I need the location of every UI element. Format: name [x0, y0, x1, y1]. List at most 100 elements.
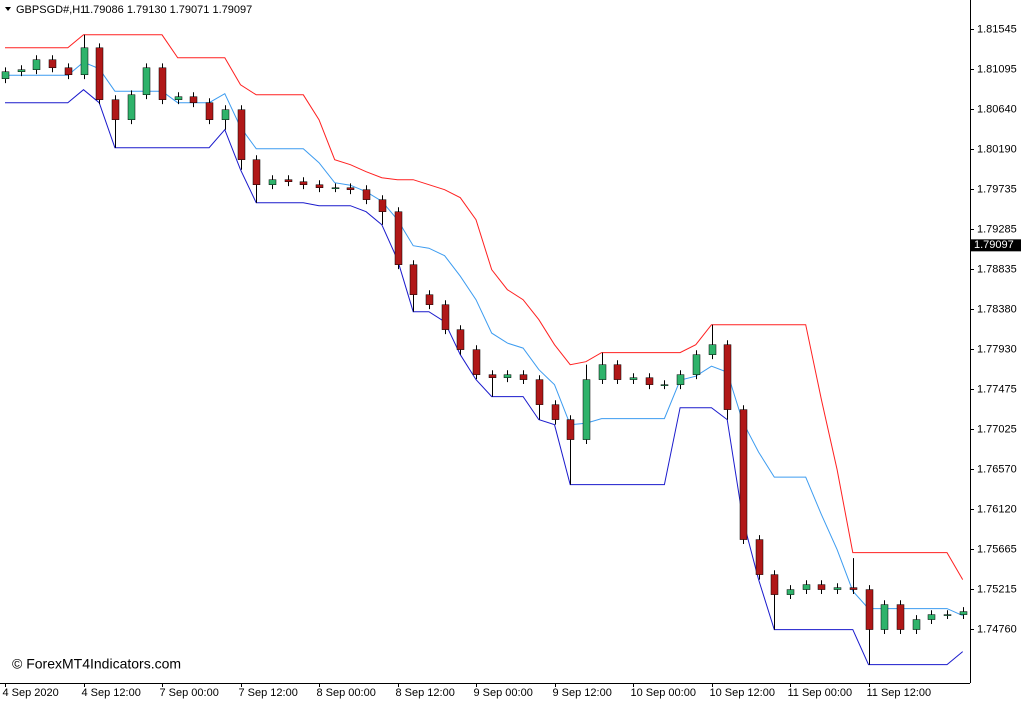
- candle-body: [943, 614, 952, 616]
- channel-line: [5, 89, 964, 666]
- candle-body: [786, 589, 795, 595]
- candle-body: [362, 189, 371, 200]
- x-tick-label: 9 Sep 12:00: [553, 687, 612, 699]
- candle-body: [409, 264, 418, 295]
- candle-body: [802, 584, 811, 590]
- x-tick-label: 11 Sep 00:00: [788, 687, 853, 699]
- candle-body: [32, 59, 41, 70]
- x-tick-label: 7 Sep 12:00: [239, 687, 298, 699]
- candle-body: [299, 181, 308, 185]
- candle-body: [252, 159, 261, 185]
- candle-body: [519, 374, 528, 380]
- candle-body: [394, 211, 403, 265]
- candle-body: [770, 574, 779, 595]
- symbol-menu-arrow[interactable]: [5, 7, 11, 11]
- candle-body: [535, 379, 544, 405]
- candle-body: [739, 409, 748, 540]
- candle-body: [660, 384, 669, 386]
- y-tick-label: 1.81095: [977, 63, 1017, 75]
- x-tick-label: 11 Sep 12:00: [867, 687, 932, 699]
- y-tick-label: 1.78835: [977, 263, 1017, 275]
- candle-body: [331, 187, 340, 189]
- candle-body: [865, 589, 874, 630]
- candle-body: [488, 374, 497, 378]
- channel-line: [5, 34, 964, 580]
- y-tick-label: 1.75665: [977, 543, 1017, 555]
- candle-body: [676, 374, 685, 385]
- x-tick-label: 10 Sep 12:00: [710, 687, 775, 699]
- candle-body: [755, 539, 764, 575]
- y-tick-label: 1.77475: [977, 383, 1017, 395]
- candle-body: [48, 59, 57, 69]
- candle-body: [927, 614, 936, 620]
- candle-body: [566, 419, 575, 440]
- y-tick-label: 1.76120: [977, 503, 1017, 515]
- x-tick-label: 4 Sep 2020: [3, 687, 59, 699]
- candle-body: [174, 96, 183, 100]
- candle-body: [692, 354, 701, 375]
- candle-body: [456, 329, 465, 350]
- candle-body: [708, 344, 717, 355]
- candle-body: [95, 47, 104, 100]
- candle-body: [833, 587, 842, 590]
- candle-body: [645, 377, 654, 385]
- y-tick-label: 1.77930: [977, 343, 1017, 355]
- candle-body: [613, 364, 622, 380]
- candle-body: [80, 47, 89, 76]
- watermark: © ForexMT4Indicators.com: [12, 656, 181, 672]
- y-tick-label: 1.80640: [977, 103, 1017, 115]
- x-tick-label: 8 Sep 12:00: [396, 687, 455, 699]
- quote: 1.79086 1.79130 1.79071 1.79097: [84, 4, 252, 16]
- x-tick-label: 8 Sep 00:00: [317, 687, 376, 699]
- candle-body: [205, 102, 214, 120]
- candle-body: [425, 294, 434, 305]
- x-tick-label: 4 Sep 12:00: [82, 687, 141, 699]
- candle-body: [158, 67, 167, 100]
- candle-body: [629, 377, 638, 380]
- candle-body: [896, 604, 905, 630]
- candle-body: [441, 304, 450, 330]
- candle-body: [64, 67, 73, 76]
- symbol-title: GBPSGD#,H1: [16, 4, 86, 16]
- current-price-label: 1.79097: [974, 239, 1014, 251]
- candle-body: [237, 109, 246, 160]
- candle-body: [221, 109, 230, 120]
- candle-body: [142, 67, 151, 96]
- x-tick-label: 10 Sep 00:00: [631, 687, 696, 699]
- y-tick-label: 1.80190: [977, 143, 1017, 155]
- x-tick-label: 7 Sep 00:00: [160, 687, 219, 699]
- candle-body: [912, 619, 921, 630]
- candle-body: [598, 364, 607, 380]
- candle-body: [315, 184, 324, 188]
- candle-body: [582, 379, 591, 440]
- y-tick-label: 1.74760: [977, 623, 1017, 635]
- candle-body: [472, 349, 481, 375]
- x-tick-label: 9 Sep 00:00: [474, 687, 533, 699]
- candle-body: [880, 604, 889, 630]
- y-tick-label: 1.77025: [977, 423, 1017, 435]
- y-tick-label: 1.79285: [977, 223, 1017, 235]
- candle-body: [817, 584, 826, 590]
- candle-body: [959, 611, 968, 615]
- candle-body: [723, 344, 732, 410]
- y-tick-label: 1.76570: [977, 463, 1017, 475]
- candle-body: [189, 96, 198, 103]
- candle-body: [284, 179, 293, 182]
- candle-body: [346, 187, 355, 190]
- candle-body: [551, 404, 560, 420]
- candle-body: [111, 99, 120, 120]
- y-tick-label: 1.81545: [977, 23, 1017, 35]
- candle-body: [268, 179, 277, 185]
- candle-body: [1, 71, 10, 79]
- y-tick-label: 1.78380: [977, 303, 1017, 315]
- candle-body: [127, 94, 136, 120]
- candle-body: [378, 199, 387, 212]
- y-tick-label: 1.75215: [977, 583, 1017, 595]
- candle-body: [849, 587, 858, 590]
- candle-body: [503, 374, 512, 378]
- y-tick-label: 1.79735: [977, 183, 1017, 195]
- candle-body: [17, 69, 26, 73]
- current-price-tag: [971, 239, 1021, 252]
